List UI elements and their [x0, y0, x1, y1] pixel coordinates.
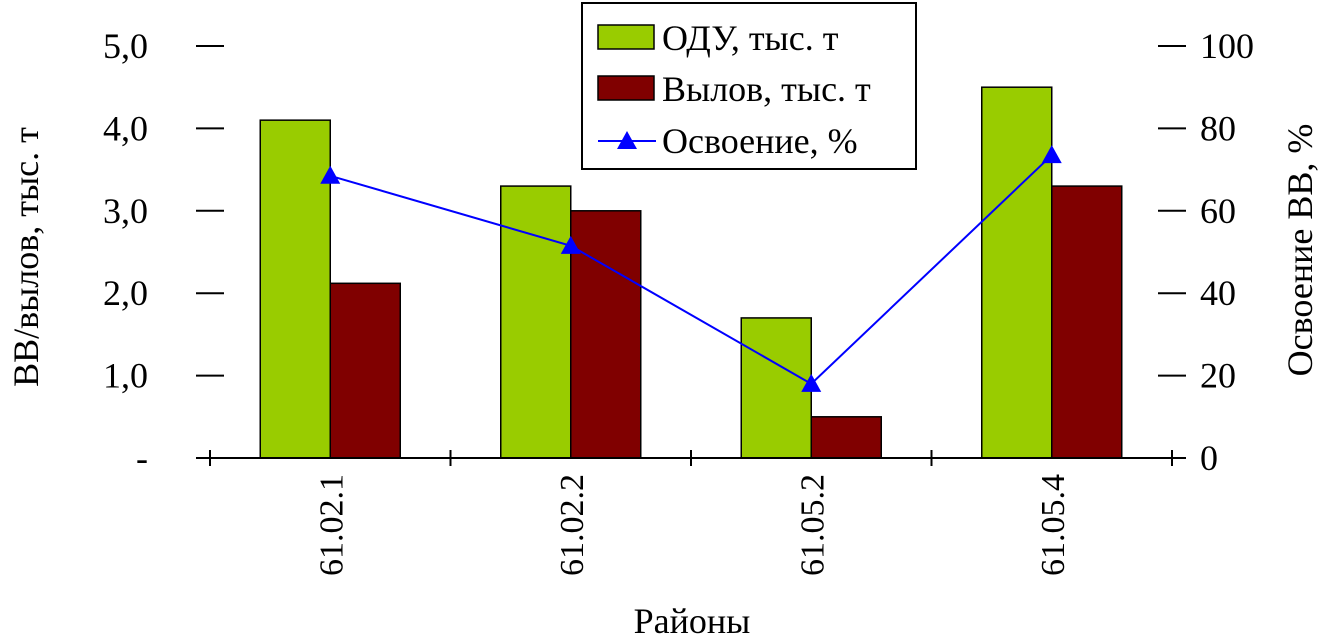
legend-swatch-odu: [597, 24, 655, 50]
legend-swatch-catch: [597, 75, 655, 101]
x-axis-title: Районы: [634, 601, 751, 641]
legend-label-odu: ОДУ, тыс. т: [662, 18, 839, 58]
utilization-point-61.05.4: [1041, 145, 1062, 164]
bar-odu-61.02.2: [500, 185, 572, 459]
x-tick-label: 61.05.4: [1035, 474, 1072, 576]
y2-tick-label: 80: [1200, 108, 1236, 148]
y-tick-label: 5,0: [103, 26, 148, 66]
bar-odu-61.05.4: [981, 86, 1053, 459]
y-tick-label: 3,0: [103, 191, 148, 231]
bar-odu-61.02.1: [259, 119, 331, 459]
legend: ОДУ, тыс. т Вылов, тыс. т Освоение, %: [581, 2, 917, 170]
line-group: [320, 145, 1062, 392]
bar-group: [259, 86, 1123, 459]
y-tick-label: 1,0: [103, 356, 148, 396]
y2-axis-title: Освоение ВВ, %: [1280, 124, 1320, 377]
y-tick-label: 4,0: [103, 108, 148, 148]
legend-label-utilization: Освоение, %: [662, 121, 858, 161]
y2-tick-label: 60: [1200, 191, 1236, 231]
y2-tick-label: 0: [1200, 438, 1218, 478]
x-tick-label: 61.02.1: [313, 474, 350, 576]
tick-labels: - 1,0 2,0 3,0 4,0 5,0 0 20 40 60 80 100 61.02.1 61.02…: [103, 26, 1254, 576]
bar-odu-61.05.2: [740, 317, 812, 459]
bar-catch-61.05.2: [810, 416, 882, 459]
y-tick-label: 2,0: [103, 273, 148, 313]
x-tick-label: 61.02.2: [554, 474, 591, 576]
y-axis-title: ВВ/вылов, тыс. т: [6, 127, 46, 387]
y2-tick-label: 100: [1200, 26, 1254, 66]
utilization-point-61.05.2: [801, 373, 822, 392]
legend-marker-utilization: [617, 131, 637, 149]
axes: [196, 45, 1186, 466]
y2-tick-label: 20: [1200, 356, 1236, 396]
utilization-line: [329, 154, 1053, 386]
utilization-point-61.02.2: [560, 235, 581, 254]
y2-tick-label: 40: [1200, 273, 1236, 313]
y-tick-label: -: [136, 438, 148, 478]
x-tick-label: 61.05.2: [794, 474, 831, 576]
utilization-point-61.02.1: [320, 165, 341, 184]
bar-catch-61.05.4: [1051, 185, 1123, 459]
bar-catch-61.02.2: [570, 210, 642, 459]
legend-label-catch: Вылов, тыс. т: [662, 69, 871, 109]
bar-catch-61.02.1: [329, 282, 401, 459]
